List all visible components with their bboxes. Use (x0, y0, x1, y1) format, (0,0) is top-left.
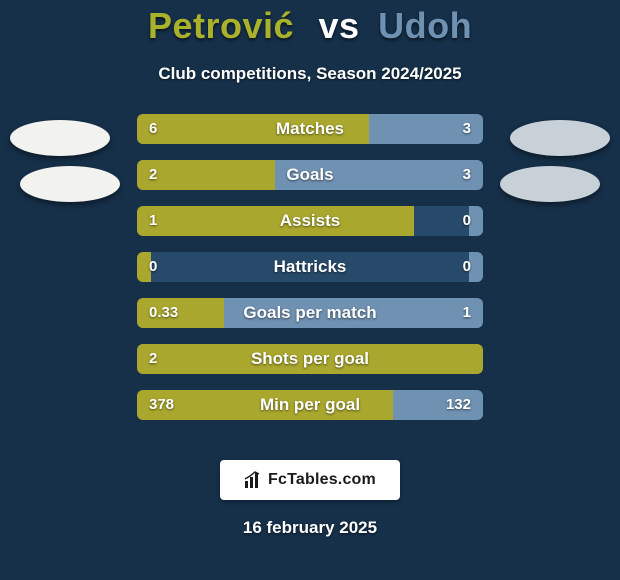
stat-fill-left (137, 344, 483, 374)
date-footer: 16 february 2025 (0, 518, 620, 538)
subtitle: Club competitions, Season 2024/2025 (0, 64, 620, 84)
stat-fill-left (137, 252, 151, 282)
stat-row: 0.331Goals per match (137, 298, 483, 328)
stat-row: 378132Min per goal (137, 390, 483, 420)
title-vs: vs (319, 5, 360, 46)
stat-fill-left (137, 206, 414, 236)
stat-row: 23Goals (137, 160, 483, 190)
player2-avatar (510, 120, 610, 156)
stat-fill-right (469, 206, 483, 236)
stat-fill-right (224, 298, 484, 328)
stat-fill-left (137, 298, 224, 328)
stat-label: Hattricks (137, 252, 483, 282)
stat-row: 2Shots per goal (137, 344, 483, 374)
title-player1: Petrović (148, 5, 294, 46)
player1-avatar (10, 120, 110, 156)
player2-club-badge (500, 166, 600, 202)
player1-club-badge (20, 166, 120, 202)
stat-row: 00Hattricks (137, 252, 483, 282)
stat-rows: 63Matches 23Goals 10Assists 00Hattricks 0.33… (137, 114, 483, 436)
comparison-card: Petrović vs Udoh Club competitions, Seas… (0, 0, 620, 580)
stat-fill-right (469, 252, 483, 282)
title-player2: Udoh (378, 5, 472, 46)
stat-fill-left (137, 160, 275, 190)
brand-badge[interactable]: FcTables.com (220, 460, 400, 500)
comparison-chart: 63Matches 23Goals 10Assists 00Hattricks 0.33… (0, 114, 620, 454)
stat-fill-left (137, 114, 369, 144)
stat-row: 10Assists (137, 206, 483, 236)
stat-fill-right (275, 160, 483, 190)
stat-fill-left (137, 390, 393, 420)
stat-fill-right (369, 114, 483, 144)
stat-fill-right (393, 390, 483, 420)
stat-row: 63Matches (137, 114, 483, 144)
page-title: Petrović vs Udoh (0, 6, 620, 46)
bar-chart-icon (244, 471, 262, 489)
brand-text: FcTables.com (268, 471, 376, 489)
